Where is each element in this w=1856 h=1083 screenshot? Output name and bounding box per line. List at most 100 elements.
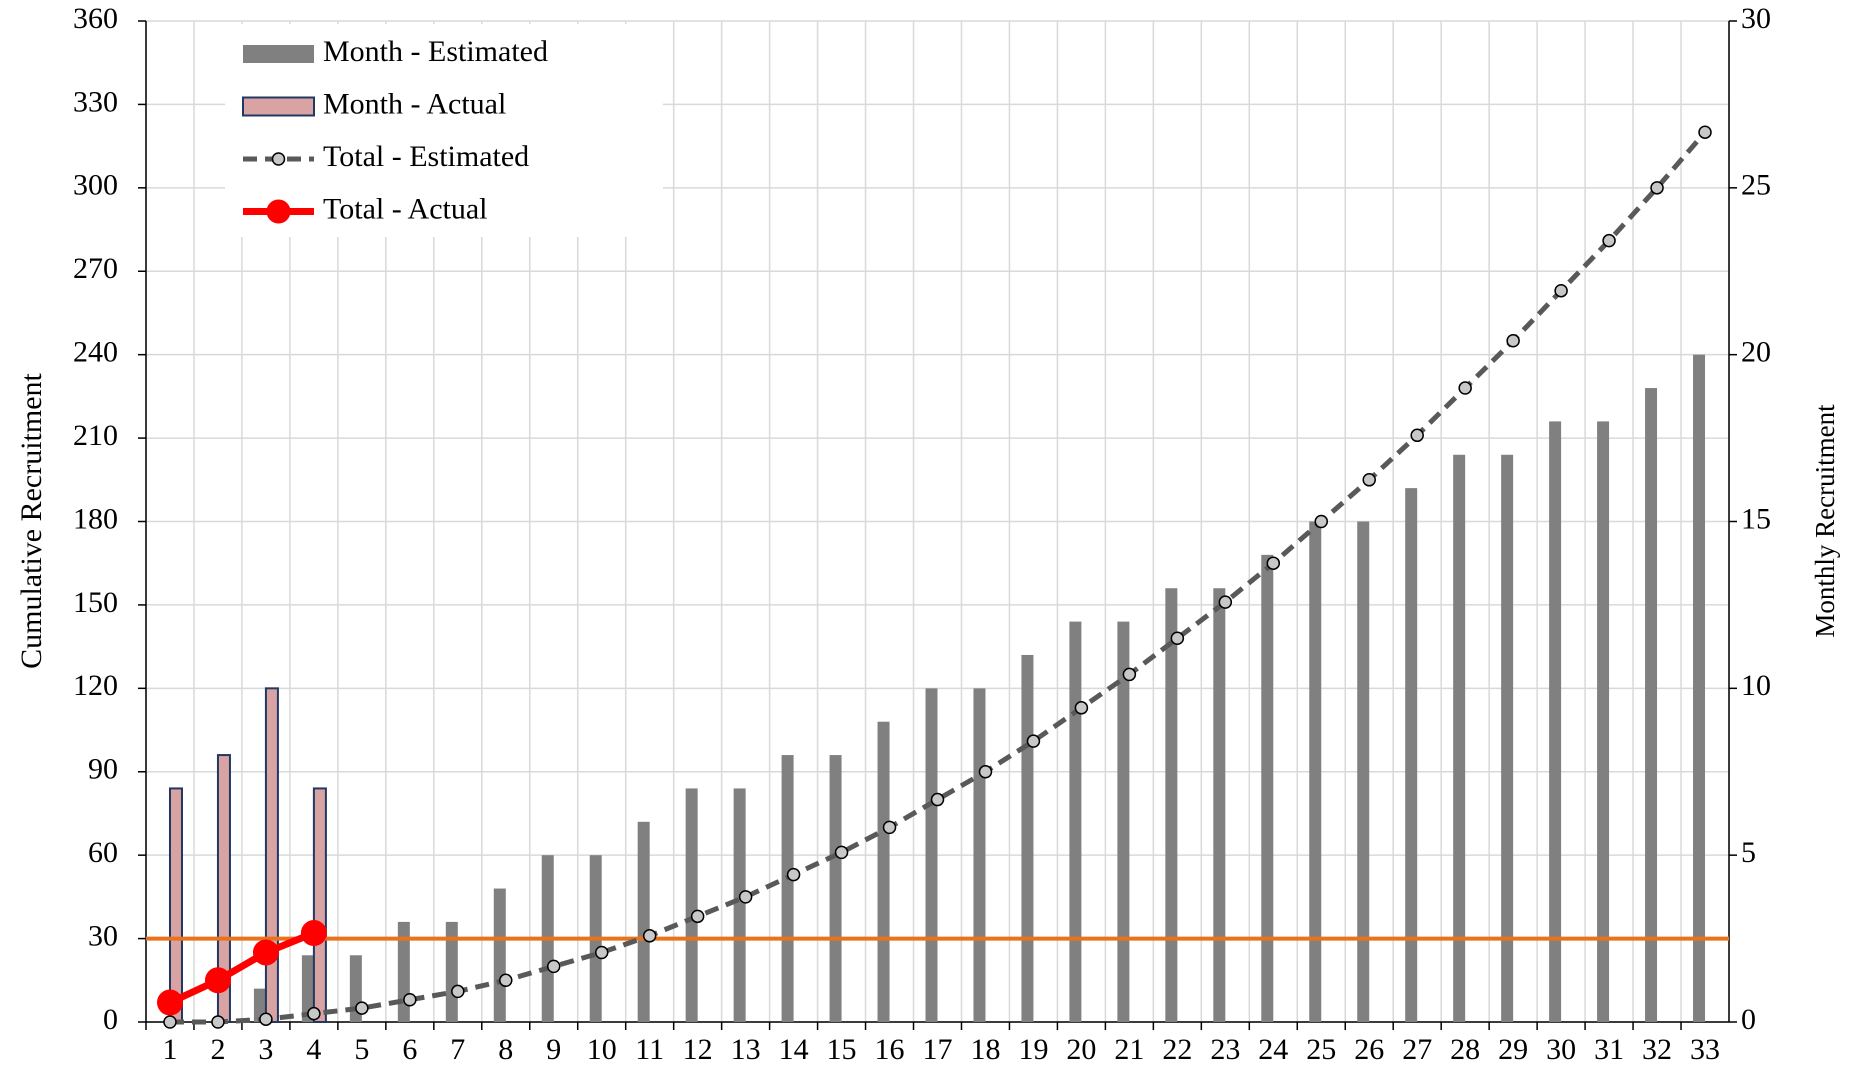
bar (925, 688, 938, 1022)
bar (1069, 621, 1082, 1022)
bar (1021, 654, 1034, 1022)
bar (829, 755, 842, 1022)
line (168, 929, 316, 1006)
bar (1165, 588, 1178, 1022)
marker (1266, 556, 1281, 570)
marker (930, 792, 945, 807)
bar (1261, 554, 1274, 1022)
x-tick-label: 20 (1066, 1033, 1096, 1066)
y-tick-label: 150 (73, 586, 118, 619)
bar (1549, 421, 1562, 1022)
marker (1362, 473, 1376, 487)
y2-tick-label: 25 (1741, 169, 1771, 202)
x-tick-label: 22 (1162, 1033, 1192, 1066)
marker (594, 945, 609, 960)
bar (312, 787, 327, 1024)
x-tick-label: 30 (1546, 1033, 1576, 1066)
x-tick-label: 26 (1354, 1033, 1384, 1066)
x-tick-label: 29 (1498, 1033, 1528, 1066)
bar (1453, 454, 1466, 1022)
marker (642, 929, 657, 943)
marker (259, 1012, 273, 1026)
y2-tick-label: 30 (1741, 2, 1771, 35)
marker (1218, 595, 1233, 609)
x-tick-label: 4 (306, 1033, 321, 1066)
marker (690, 909, 705, 924)
y-tick-label: 240 (73, 336, 118, 369)
y-tick-label: 270 (73, 252, 118, 285)
y-tick-label: 90 (88, 753, 118, 786)
bar (168, 787, 183, 1024)
legend-marker (266, 199, 291, 224)
legend-label: Month - Estimated (323, 35, 548, 68)
bar (1645, 388, 1658, 1022)
marker (1122, 667, 1137, 682)
x-tick-label: 23 (1210, 1033, 1240, 1066)
x-tick-label: 13 (731, 1033, 761, 1066)
y-tick-label: 60 (88, 836, 118, 869)
bar (1405, 488, 1418, 1023)
marker (1602, 233, 1616, 248)
bar (264, 687, 279, 1023)
bar (301, 955, 314, 1022)
x-tick-label: 17 (923, 1033, 953, 1066)
marker (1458, 381, 1472, 395)
line (169, 130, 1707, 1025)
legend-label: Total - Estimated (323, 140, 529, 173)
marker (1314, 514, 1329, 529)
marker (834, 845, 849, 860)
bar (781, 755, 794, 1022)
bar (1213, 588, 1226, 1022)
marker (300, 920, 327, 947)
marker (1650, 181, 1664, 195)
marker (738, 890, 753, 904)
x-tick-label: 8 (498, 1033, 513, 1066)
y-tick-label: 120 (73, 669, 118, 702)
x-tick-label: 2 (210, 1033, 225, 1066)
bar (1597, 421, 1610, 1022)
marker (1170, 631, 1185, 646)
x-tick-label: 15 (827, 1033, 857, 1066)
legend-swatch (242, 96, 315, 117)
x-tick-label: 19 (1018, 1033, 1048, 1066)
marker (499, 973, 513, 988)
marker (163, 1015, 177, 1029)
y-tick-label: 210 (73, 419, 118, 452)
bar (1117, 621, 1130, 1022)
bar (1693, 354, 1706, 1023)
bar (733, 788, 746, 1022)
marker (1698, 125, 1712, 139)
x-tick-label: 10 (587, 1033, 617, 1066)
x-tick-label: 9 (546, 1033, 561, 1066)
marker (978, 765, 993, 779)
legend-label: Month - Actual (323, 87, 506, 120)
bar (973, 688, 986, 1022)
x-tick-label: 12 (683, 1033, 713, 1066)
legend: Month - Estimated Month - Actual Total - E… (225, 24, 663, 237)
x-tick-label: 16 (875, 1033, 905, 1066)
x-tick-label: 14 (779, 1033, 809, 1066)
x-tick-label: 1 (162, 1033, 177, 1066)
marker (1554, 283, 1568, 298)
marker (451, 984, 465, 999)
marker (204, 967, 231, 994)
marker (403, 993, 417, 1007)
bar (493, 888, 506, 1022)
x-tick-label: 7 (450, 1033, 465, 1066)
x-tick-label: 33 (1690, 1033, 1720, 1066)
bar (637, 821, 650, 1022)
y2-tick-label: 5 (1741, 836, 1756, 869)
bar (1357, 521, 1370, 1022)
y2-tick-label: 10 (1741, 669, 1771, 702)
marker (1074, 701, 1089, 715)
bar (1309, 521, 1322, 1022)
x-tick-label: 5 (354, 1033, 369, 1066)
y-tick-label: 300 (73, 169, 118, 202)
bar (1501, 454, 1514, 1022)
bar (877, 721, 890, 1022)
x-tick-label: 21 (1114, 1033, 1144, 1066)
y2-axis-label: Monthly Recruitment (1810, 404, 1840, 638)
y-tick-label: 330 (73, 85, 118, 118)
y-tick-label: 180 (73, 502, 118, 535)
